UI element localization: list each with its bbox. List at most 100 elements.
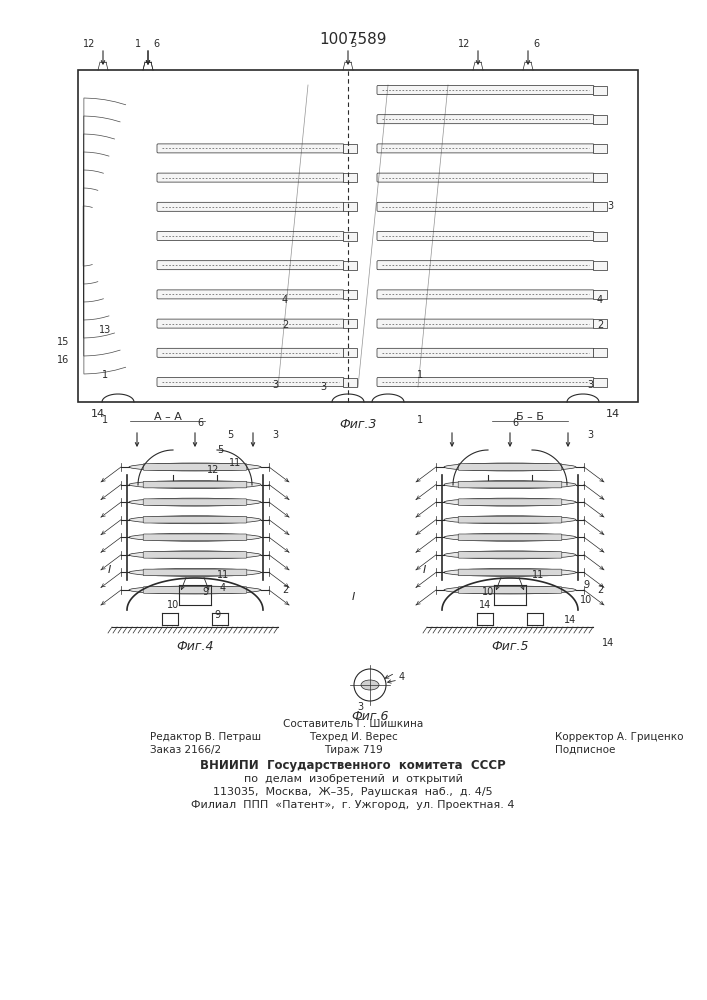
FancyBboxPatch shape (157, 348, 344, 357)
Bar (78, 70, 638, 402)
Ellipse shape (361, 680, 379, 690)
Text: 1: 1 (102, 370, 108, 380)
Text: 3: 3 (272, 430, 278, 440)
Ellipse shape (129, 533, 261, 541)
Text: 11: 11 (229, 458, 241, 468)
Text: 12: 12 (83, 39, 95, 49)
Text: 3: 3 (357, 702, 363, 712)
Text: 2: 2 (597, 320, 603, 330)
Text: 11: 11 (217, 570, 229, 580)
Text: Филиал  ППП  «Патент»,  г. Ужгород,  ул. Проектная. 4: Филиал ППП «Патент», г. Ужгород, ул. Про… (192, 800, 515, 810)
Ellipse shape (444, 568, 576, 576)
Bar (593, 377, 607, 386)
Text: 6: 6 (197, 418, 203, 428)
FancyBboxPatch shape (144, 481, 247, 488)
Ellipse shape (129, 516, 261, 524)
FancyBboxPatch shape (144, 534, 247, 541)
Text: 1: 1 (417, 415, 423, 425)
Text: 12: 12 (207, 465, 219, 475)
Text: 11: 11 (532, 570, 544, 580)
Text: 10: 10 (167, 600, 179, 610)
FancyBboxPatch shape (157, 319, 344, 328)
Text: 3: 3 (587, 380, 593, 390)
Text: 4: 4 (282, 295, 288, 305)
Text: 4: 4 (220, 583, 226, 593)
Bar (593, 86, 607, 95)
Text: 3: 3 (272, 380, 278, 390)
Text: 2: 2 (597, 585, 603, 595)
Text: A – A: A – A (154, 412, 182, 422)
Text: Фиг.4: Фиг.4 (176, 641, 214, 654)
Text: 6: 6 (153, 39, 159, 49)
Text: 13: 13 (99, 325, 111, 335)
Ellipse shape (444, 481, 576, 489)
Text: Корректор А. Гриценко: Корректор А. Гриценко (555, 732, 684, 742)
Bar (593, 202, 607, 211)
FancyBboxPatch shape (157, 144, 344, 153)
Text: по  делам  изобретений  и  открытий: по делам изобретений и открытий (244, 774, 462, 784)
Text: 14: 14 (91, 409, 105, 419)
Bar (343, 202, 357, 211)
Ellipse shape (444, 498, 576, 506)
FancyBboxPatch shape (377, 377, 594, 386)
Text: 3: 3 (607, 201, 613, 211)
Bar (343, 261, 357, 270)
Text: 1: 1 (417, 370, 423, 380)
FancyBboxPatch shape (458, 516, 562, 523)
Text: Б – Б: Б – Б (516, 412, 544, 422)
Text: I: I (422, 565, 426, 575)
Bar (343, 319, 357, 328)
Text: 5: 5 (227, 430, 233, 440)
FancyBboxPatch shape (458, 569, 562, 576)
FancyBboxPatch shape (377, 261, 594, 270)
Text: 10: 10 (580, 595, 592, 605)
Text: 14: 14 (564, 615, 576, 625)
Text: 15: 15 (57, 337, 69, 347)
Text: 14: 14 (479, 600, 491, 610)
FancyBboxPatch shape (144, 516, 247, 523)
FancyBboxPatch shape (458, 587, 562, 593)
FancyBboxPatch shape (377, 144, 594, 153)
FancyBboxPatch shape (377, 232, 594, 240)
Bar (593, 115, 607, 124)
Text: 3: 3 (587, 430, 593, 440)
Text: Подписное: Подписное (555, 745, 615, 755)
Ellipse shape (444, 516, 576, 524)
FancyBboxPatch shape (144, 464, 247, 470)
Text: 1007589: 1007589 (320, 32, 387, 47)
Ellipse shape (444, 551, 576, 559)
FancyBboxPatch shape (458, 534, 562, 541)
Text: 16: 16 (57, 355, 69, 365)
FancyBboxPatch shape (157, 202, 344, 211)
Text: 1: 1 (135, 39, 141, 49)
Bar (593, 232, 607, 240)
FancyBboxPatch shape (157, 232, 344, 240)
Text: 4: 4 (597, 295, 603, 305)
Text: 9: 9 (202, 587, 208, 597)
Bar (593, 348, 607, 357)
Text: Фиг.5: Фиг.5 (491, 641, 529, 654)
FancyBboxPatch shape (377, 290, 594, 299)
Text: 9: 9 (583, 580, 589, 590)
Text: 4: 4 (399, 672, 405, 682)
Text: 2: 2 (282, 585, 288, 595)
FancyBboxPatch shape (377, 173, 594, 182)
Bar (343, 173, 357, 182)
FancyBboxPatch shape (458, 552, 562, 558)
Text: 1: 1 (102, 415, 108, 425)
Text: 113035,  Москва,  Ж–35,  Раушская  наб.,  д. 4/5: 113035, Москва, Ж–35, Раушская наб., д. … (214, 787, 493, 797)
Ellipse shape (129, 551, 261, 559)
Text: ВНИИПИ  Государственного  комитета  СССР: ВНИИПИ Государственного комитета СССР (200, 760, 506, 772)
Bar (593, 290, 607, 299)
FancyBboxPatch shape (157, 290, 344, 299)
Ellipse shape (129, 481, 261, 489)
Bar (593, 173, 607, 182)
FancyBboxPatch shape (144, 569, 247, 576)
Text: Фиг.3: Фиг.3 (339, 418, 377, 430)
Text: I: I (351, 592, 355, 602)
FancyBboxPatch shape (144, 499, 247, 505)
Bar (343, 232, 357, 240)
Text: 14: 14 (602, 638, 614, 648)
Text: 10: 10 (482, 587, 494, 597)
Text: 6: 6 (533, 39, 539, 49)
